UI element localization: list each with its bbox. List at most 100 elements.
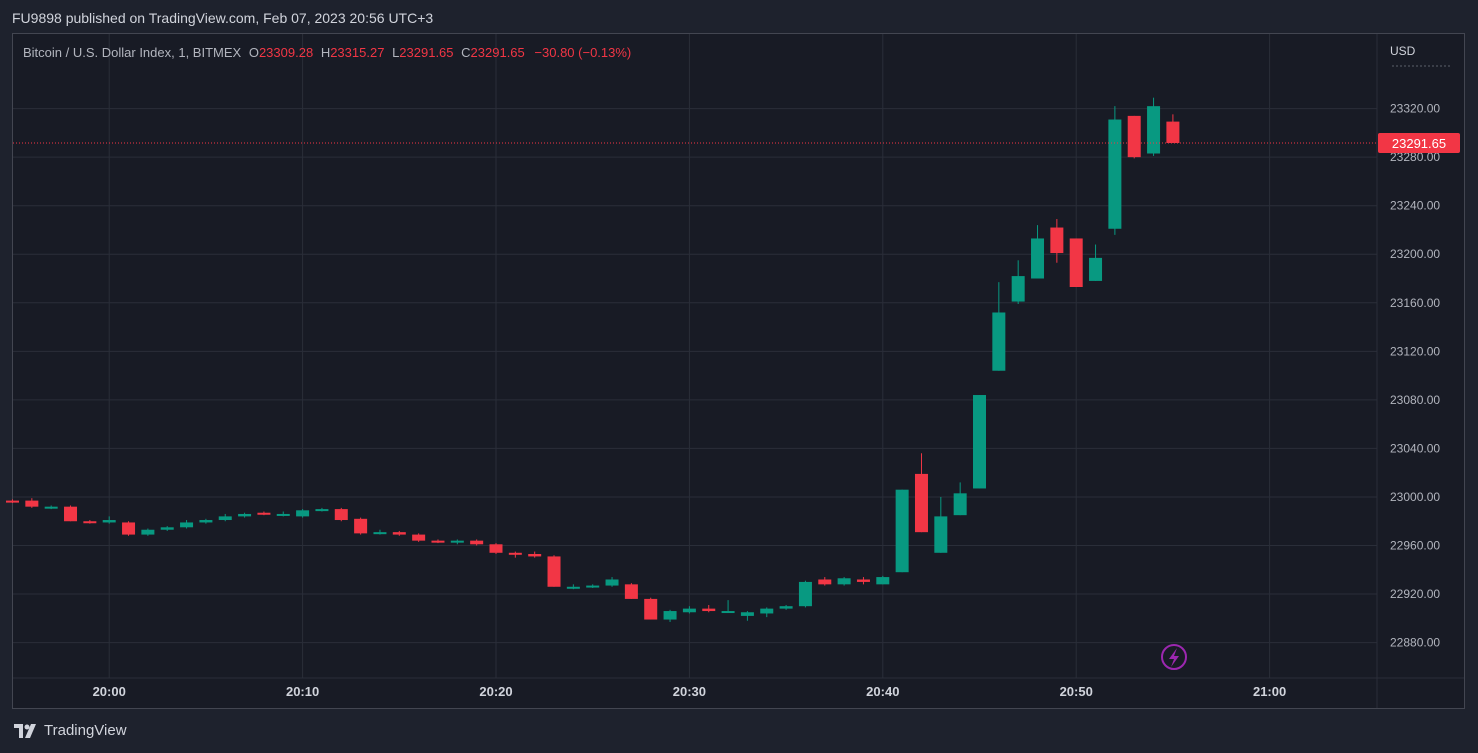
candle <box>682 606 696 614</box>
candle <box>528 551 542 558</box>
candle-body <box>1127 115 1141 158</box>
candle <box>1166 114 1180 144</box>
candle-body <box>702 608 716 612</box>
candle <box>83 520 97 524</box>
candle <box>392 530 406 536</box>
candle-body <box>1011 276 1025 302</box>
candle <box>721 600 735 614</box>
candle-body <box>199 520 213 523</box>
low-label: L <box>392 45 400 60</box>
candle <box>566 584 580 590</box>
candle-body <box>276 513 290 516</box>
y-tick-label: 23080.00 <box>1390 393 1440 407</box>
candle-body <box>760 608 774 614</box>
candle-body <box>1089 257 1103 281</box>
change-value: −30.80 (−0.13%) <box>534 45 632 60</box>
candle <box>354 517 368 535</box>
symbol-name[interactable]: Bitcoin / U.S. Dollar Index, 1, BITMEX <box>23 45 242 60</box>
candle-body <box>1108 119 1122 229</box>
candle <box>914 453 928 533</box>
candle-body <box>160 527 174 530</box>
candle <box>818 577 832 586</box>
candle <box>547 555 561 587</box>
candle-body <box>315 509 329 512</box>
candle <box>837 577 851 586</box>
candle <box>605 577 619 587</box>
footer-brand[interactable]: TradingView <box>14 722 127 739</box>
candle <box>431 539 445 544</box>
symbol-legend: Bitcoin / U.S. Dollar Index, 1, BITMEX O… <box>23 45 631 60</box>
candle-body <box>992 312 1006 371</box>
candle <box>953 482 967 516</box>
brand-name: TradingView <box>44 722 127 739</box>
low-value: 23291.65 <box>399 45 454 60</box>
currency-label[interactable]: USD <box>1390 44 1416 58</box>
candle-body <box>450 540 464 543</box>
candle <box>276 511 290 517</box>
candle-body <box>837 578 851 585</box>
candle <box>1127 115 1141 159</box>
candle-body <box>856 579 870 582</box>
candle-body <box>605 579 619 586</box>
candle <box>141 528 155 536</box>
candle-body <box>818 579 832 585</box>
candle-body <box>44 506 58 509</box>
candle-body <box>6 500 19 503</box>
candle <box>586 584 600 588</box>
candle-body <box>1166 121 1180 144</box>
candle <box>702 604 716 613</box>
axes: 23320.00 23280.00 23240.00 23200.00 23160.00… <box>13 34 1464 708</box>
candle <box>450 539 464 545</box>
candle <box>6 499 19 504</box>
candle <box>856 577 870 585</box>
candle <box>760 607 774 618</box>
candle-body <box>586 585 600 588</box>
candle <box>44 505 58 510</box>
candle-body <box>740 612 754 616</box>
close-label: C <box>461 45 471 60</box>
candle <box>1089 244 1103 281</box>
candle <box>238 512 252 518</box>
candle <box>1050 219 1064 263</box>
candle-body <box>373 532 387 535</box>
candle-body <box>953 493 967 516</box>
candle <box>644 597 658 620</box>
candle <box>296 509 310 518</box>
candle-body <box>431 540 445 543</box>
candle-body <box>257 512 271 515</box>
y-tick-label: 23040.00 <box>1390 441 1440 455</box>
candle <box>1031 225 1045 279</box>
candle-body <box>508 552 522 555</box>
last-price-badge <box>1378 133 1460 154</box>
candle <box>102 516 116 524</box>
y-tick-label: 23280.00 <box>1390 150 1440 164</box>
candle <box>663 609 677 622</box>
candle-body <box>895 489 909 573</box>
candle <box>199 518 213 524</box>
x-tick-label: 20:40 <box>866 684 899 699</box>
candle <box>470 539 484 546</box>
lightning-icon[interactable] <box>1161 644 1187 670</box>
candle <box>334 507 348 522</box>
y-tick-label: 23000.00 <box>1390 490 1440 504</box>
candle-body <box>102 520 116 523</box>
candle <box>489 543 503 555</box>
candle <box>160 526 174 531</box>
candle <box>508 551 522 558</box>
candle <box>257 511 271 516</box>
candle <box>992 282 1006 371</box>
candle <box>895 489 909 573</box>
candle-body <box>914 473 928 533</box>
y-tick-label: 22960.00 <box>1390 539 1440 553</box>
chart-panel[interactable] <box>12 33 1465 709</box>
tradingview-logo-icon <box>14 723 36 738</box>
candle-body <box>644 598 658 620</box>
candle-body <box>1050 227 1064 254</box>
candle <box>798 580 812 608</box>
open-label: O <box>248 45 259 60</box>
candle-body <box>1031 238 1045 279</box>
candle <box>779 604 793 610</box>
candle-body <box>663 611 677 620</box>
y-tick-label: 23120.00 <box>1390 344 1440 358</box>
